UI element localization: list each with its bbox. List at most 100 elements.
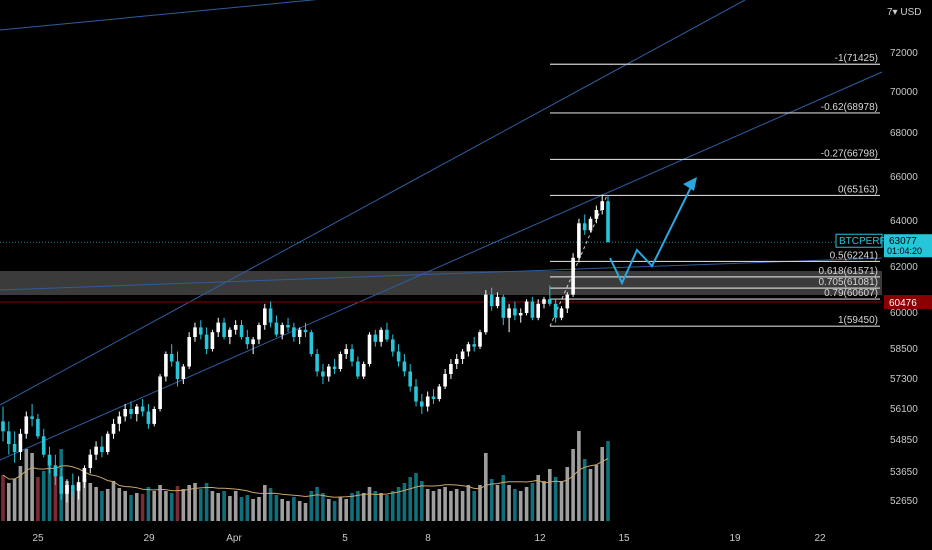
support-zone bbox=[0, 271, 882, 295]
volume-bar bbox=[24, 449, 29, 521]
candle-body bbox=[542, 299, 546, 304]
volume-bar bbox=[158, 485, 162, 521]
x-axis-tick: 5 bbox=[342, 533, 348, 544]
volume-bar bbox=[175, 486, 180, 521]
y-axis-tick: 62000 bbox=[890, 262, 918, 273]
y-axis-tick: 53650 bbox=[890, 467, 918, 478]
x-axis-tick: 8 bbox=[425, 533, 431, 544]
symbol-badge bbox=[835, 233, 883, 248]
volume-bar bbox=[164, 491, 168, 521]
candle-body bbox=[437, 386, 442, 399]
volume-bar bbox=[239, 497, 244, 521]
axis-menu-glyph[interactable]: 7▾ bbox=[887, 7, 898, 18]
volume-bar bbox=[292, 497, 296, 521]
volume-bar bbox=[321, 493, 325, 521]
volume-bar bbox=[332, 501, 337, 521]
volume-bar bbox=[553, 477, 558, 521]
volume-bar bbox=[169, 493, 174, 521]
volume-bar bbox=[507, 485, 511, 521]
candle-body bbox=[30, 416, 34, 419]
volume-bar bbox=[524, 487, 529, 521]
candle-body bbox=[181, 366, 186, 379]
candle-body bbox=[239, 325, 244, 337]
projection-path bbox=[609, 182, 694, 286]
candle-body bbox=[420, 401, 424, 407]
volume-bar bbox=[47, 461, 52, 521]
candle-body bbox=[140, 406, 145, 412]
volume-bar bbox=[327, 499, 331, 521]
candle-body bbox=[297, 329, 302, 337]
candle-body bbox=[361, 364, 366, 377]
fib-level-label: 0.79(60607) bbox=[824, 288, 878, 299]
candle-body bbox=[1, 421, 5, 432]
volume-bar bbox=[454, 489, 459, 521]
x-axis-tick: 12 bbox=[534, 533, 546, 544]
volume-bar bbox=[228, 496, 232, 521]
x-axis-tick: Apr bbox=[226, 533, 242, 544]
volume-bar bbox=[449, 491, 453, 521]
volume-bar bbox=[420, 481, 424, 521]
candle-body bbox=[594, 210, 599, 219]
candle-body bbox=[245, 337, 250, 345]
volume-bar bbox=[251, 499, 255, 521]
candle-body bbox=[396, 351, 401, 362]
candle-body bbox=[315, 354, 319, 372]
volume-bar bbox=[530, 483, 535, 521]
candle-body bbox=[228, 329, 232, 337]
volume-bar bbox=[571, 449, 575, 521]
candle-body bbox=[414, 386, 418, 402]
volume-bar bbox=[495, 485, 500, 521]
candle-body bbox=[559, 308, 564, 318]
trend-line bbox=[0, 71, 883, 461]
candle-body bbox=[338, 354, 343, 369]
candle-body bbox=[111, 423, 116, 434]
axis-header[interactable]: 7▾ USD bbox=[887, 7, 922, 18]
volume-bar bbox=[594, 465, 599, 521]
candle-body bbox=[356, 361, 360, 377]
candle-body bbox=[379, 329, 383, 342]
candle-body bbox=[385, 329, 389, 340]
candle-body bbox=[454, 359, 459, 364]
candle-body bbox=[606, 201, 610, 243]
volume-bar bbox=[385, 495, 389, 521]
volume-bar bbox=[588, 469, 593, 521]
candle-body bbox=[76, 482, 81, 491]
candle-body bbox=[472, 344, 476, 347]
candle-body bbox=[263, 308, 267, 325]
volume-bar bbox=[513, 489, 517, 521]
volume-bar bbox=[466, 485, 471, 521]
volume-bar bbox=[129, 495, 133, 521]
volume-bar bbox=[600, 447, 604, 521]
candle-body bbox=[367, 334, 372, 364]
volume-bar bbox=[1, 475, 5, 521]
x-axis-tick: 22 bbox=[814, 533, 826, 544]
candle-body bbox=[478, 332, 482, 347]
volume-bar bbox=[53, 471, 58, 521]
x-axis-tick: 19 bbox=[729, 533, 741, 544]
volume-bar bbox=[542, 481, 546, 521]
volume-bar bbox=[105, 489, 110, 521]
candle-body bbox=[513, 308, 517, 316]
y-axis-tick: 57300 bbox=[890, 374, 918, 385]
volume-bar bbox=[431, 491, 436, 521]
volume-bar bbox=[94, 487, 98, 521]
volume-bar bbox=[501, 475, 506, 521]
x-axis-tick: 15 bbox=[618, 533, 630, 544]
volume-bar bbox=[268, 488, 273, 521]
candle-body bbox=[425, 396, 430, 407]
volume-bar bbox=[338, 497, 343, 521]
y-axis-tick: 66000 bbox=[890, 172, 918, 183]
volume-bar bbox=[577, 431, 581, 521]
candle-body bbox=[332, 366, 337, 369]
candle-body bbox=[484, 294, 488, 333]
volume-bar bbox=[280, 499, 284, 521]
volume-bar bbox=[472, 491, 476, 521]
volume-bar bbox=[100, 491, 104, 521]
candle-body bbox=[129, 409, 133, 414]
volume-bar bbox=[7, 483, 11, 521]
y-axis-tick: 70000 bbox=[890, 87, 918, 98]
volume-bar bbox=[233, 491, 238, 521]
candle-body bbox=[571, 257, 575, 295]
